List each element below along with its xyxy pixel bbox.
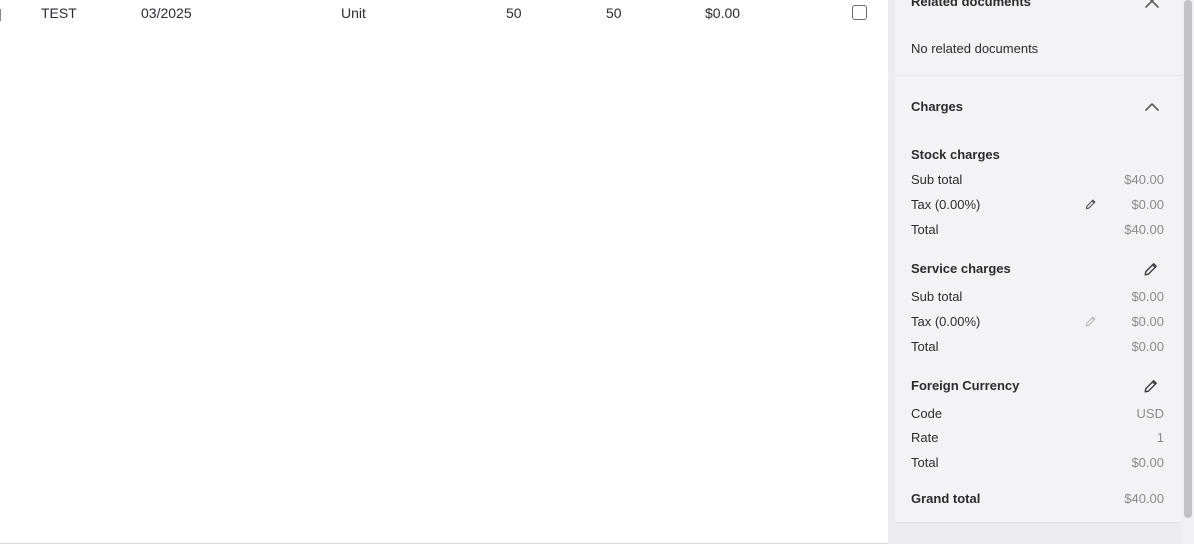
pencil-icon[interactable]	[1142, 378, 1159, 395]
grand-total-value: $40.00	[1124, 491, 1164, 506]
currency-code-value: USD	[1136, 406, 1164, 421]
service-subtotal-label: Sub total	[911, 289, 963, 304]
stock-charges-title: Stock charges	[911, 147, 1000, 162]
pencil-icon[interactable]	[1142, 261, 1159, 278]
currency-code-label: Code	[911, 406, 943, 421]
charges-title: Charges	[911, 99, 964, 114]
panel-footer-strip	[895, 522, 1181, 544]
stock-tax-label: Tax (0.00%)	[911, 197, 981, 212]
stock-subtotal-label: Sub total	[911, 172, 963, 187]
stock-subtotal-value: $40.00	[1124, 172, 1164, 187]
service-total-label: Total	[911, 339, 939, 354]
row-edge-marker	[0, 9, 1, 21]
item-qty-cell: 50	[506, 5, 522, 21]
pencil-icon[interactable]	[1084, 198, 1097, 211]
service-tax-value: $0.00	[1131, 314, 1164, 329]
item-name-cell: TEST	[41, 5, 77, 21]
chevron-up-icon[interactable]	[1144, 99, 1160, 115]
section-separator	[895, 75, 1181, 76]
item-qty-received-cell: 50	[606, 5, 622, 21]
currency-total-label: Total	[911, 455, 939, 470]
side-panel: Related documents No related documents C…	[895, 0, 1181, 544]
service-subtotal-value: $0.00	[1131, 289, 1164, 304]
foreign-currency-title: Foreign Currency	[911, 378, 1020, 393]
stock-tax-value: $0.00	[1131, 197, 1164, 212]
item-date-cell: 03/2025	[141, 5, 192, 21]
service-total-value: $0.00	[1131, 339, 1164, 354]
panel-divider	[888, 0, 895, 544]
service-tax-label: Tax (0.00%)	[911, 314, 981, 329]
currency-rate-label: Rate	[911, 430, 939, 445]
scrollbar-thumb[interactable]	[1184, 0, 1192, 518]
close-icon[interactable]	[1144, 0, 1160, 9]
related-documents-title: Related documents	[911, 0, 1031, 9]
pencil-icon	[1085, 316, 1096, 327]
row-select-checkbox[interactable]	[852, 5, 867, 20]
currency-rate-value: 1	[1156, 430, 1164, 445]
service-charges-title: Service charges	[911, 261, 1011, 276]
item-price-cell: $0.00	[705, 5, 741, 21]
stock-total-value: $40.00	[1124, 222, 1164, 237]
grand-total-label: Grand total	[911, 491, 981, 506]
related-documents-empty: No related documents	[911, 41, 1039, 56]
item-unit-cell: Unit	[341, 5, 366, 21]
currency-total-value: $0.00	[1131, 455, 1164, 470]
line-items-area: TEST 03/2025 Unit 50 50 $0.00	[0, 5, 888, 544]
stock-total-label: Total	[911, 222, 939, 237]
